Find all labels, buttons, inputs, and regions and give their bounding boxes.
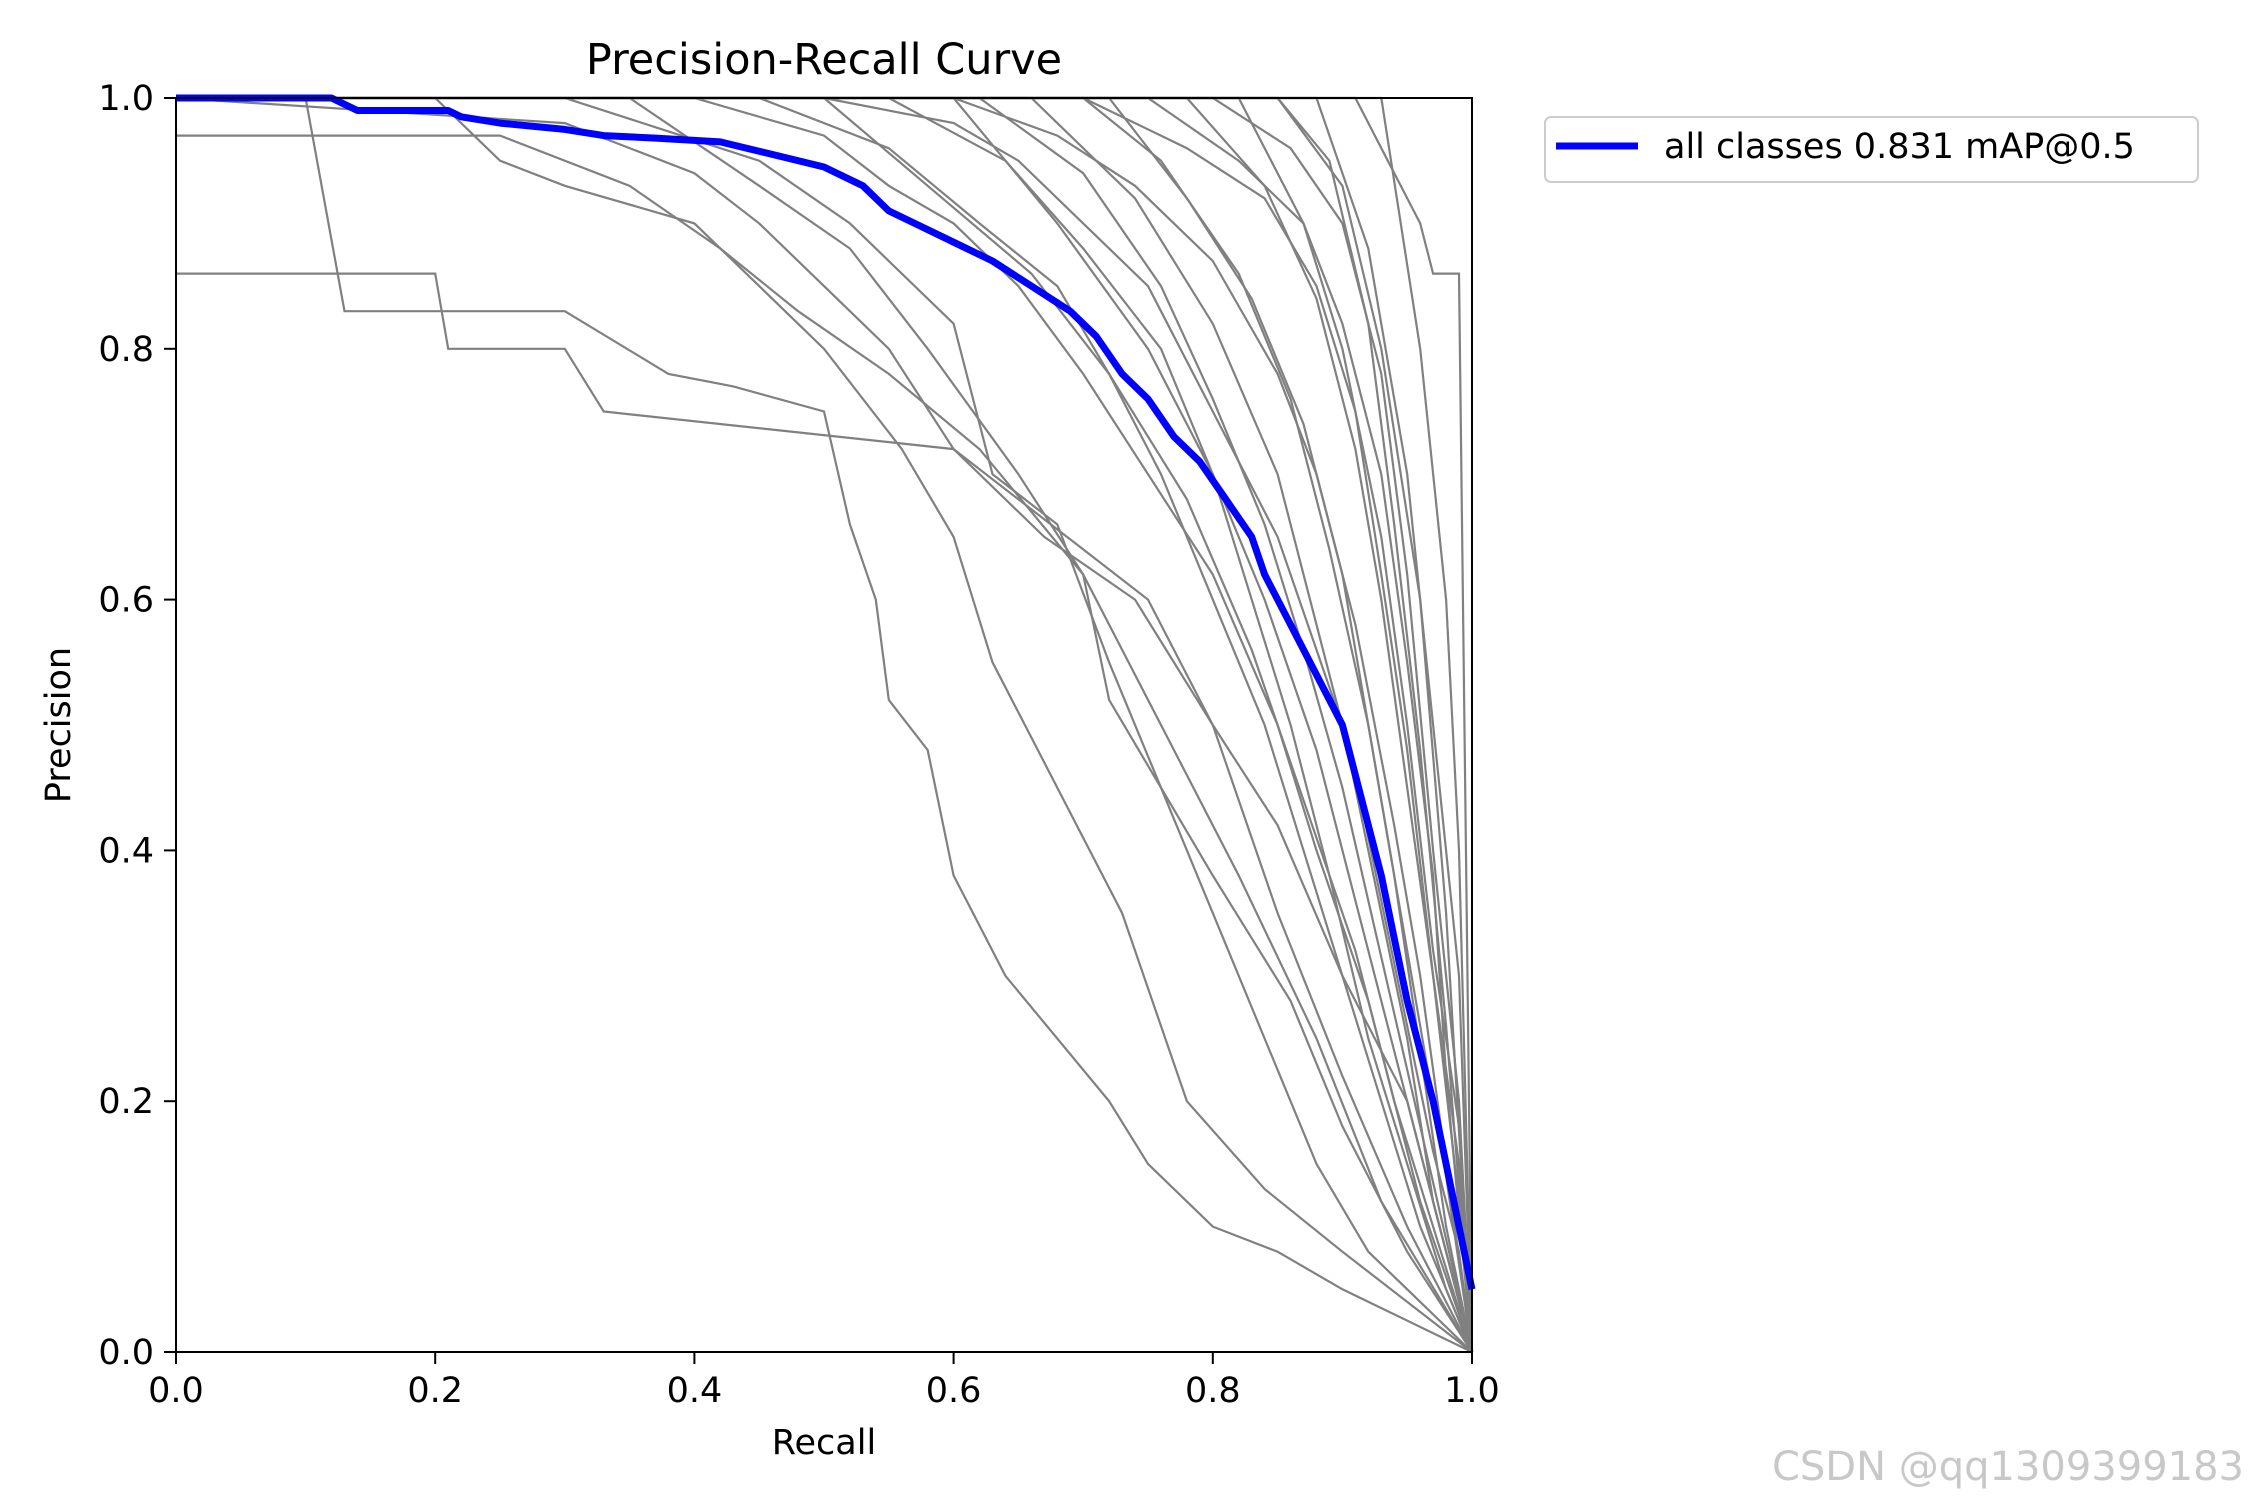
y-tick-label: 1.0	[98, 79, 154, 119]
x-tick-label: 0.0	[148, 1371, 204, 1411]
class-curve-class-5	[176, 96, 1474, 1353]
class-curve-class-6	[176, 96, 1474, 1353]
x-axis-label: Recall	[772, 1423, 876, 1463]
plot-frame	[175, 97, 1473, 1353]
y-tick-label: 0.2	[98, 1082, 154, 1122]
class-curve-class-10	[176, 96, 1474, 1353]
class-curve-class-15	[176, 96, 1474, 1353]
class-curve-class-24	[176, 96, 1474, 1353]
y-axis-label: Precision	[39, 647, 79, 803]
class-curve-class-23	[176, 134, 1473, 1353]
legend-frame	[1544, 116, 2199, 183]
class-curve-class-3	[176, 96, 1473, 1353]
class-curve-class-9	[176, 96, 1474, 1353]
all-classes-curve	[176, 94, 1476, 1291]
class-curve-class-2	[176, 96, 1473, 1353]
x-tick-label: 0.6	[926, 1371, 982, 1411]
x-tick-label: 1.0	[1444, 1371, 1500, 1411]
y-tick-label: 0.0	[98, 1333, 154, 1373]
class-curve-class-20	[176, 96, 1474, 1353]
watermark: CSDN @qq1309399183	[1771, 1444, 2244, 1490]
class-curve-class-25	[176, 96, 1474, 1353]
y-tick-label: 0.6	[98, 581, 154, 621]
class-curve-class-28	[176, 96, 1474, 1353]
main-curve-group	[176, 94, 1476, 1291]
x-tick-label: 0.8	[1185, 1371, 1241, 1411]
x-tick-label: 0.2	[407, 1371, 463, 1411]
y-tick-label: 0.8	[98, 330, 154, 370]
legend: all classes 0.831 mAP@0.5	[1544, 116, 2199, 183]
class-curve-class-4	[175, 96, 1473, 1353]
class-curve-class-13	[176, 96, 1473, 1353]
class-curve-class-14	[176, 96, 1473, 1353]
x-tick-label: 0.4	[667, 1371, 723, 1411]
x-axis-ticks: 0.0 0.2 0.4 0.6 0.8 1.0	[148, 1352, 1500, 1411]
y-axis-ticks: 0.0 0.2 0.4 0.6 0.8 1.0	[98, 79, 176, 1373]
class-curve-class-26	[176, 96, 1474, 1353]
y-tick-label: 0.4	[98, 831, 154, 871]
legend-label-main: all classes 0.831 mAP@0.5	[1664, 127, 2135, 167]
chart-title: Precision-Recall Curve	[586, 35, 1062, 85]
